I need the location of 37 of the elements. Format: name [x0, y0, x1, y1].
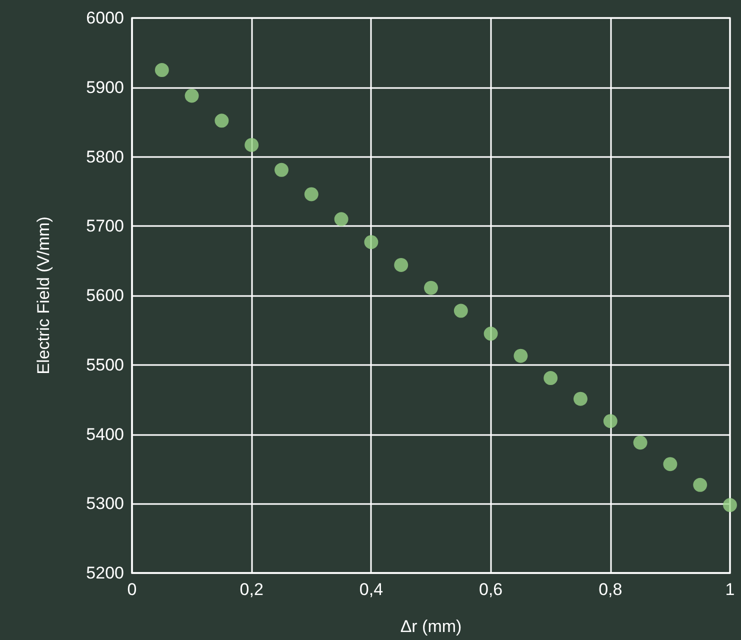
y-tick-label: 5200	[86, 564, 124, 582]
y-tick-label: 6000	[86, 8, 124, 28]
point	[514, 348, 528, 363]
y-tick-label: 5400	[86, 424, 124, 444]
x-tick-label: 0,6	[478, 580, 503, 599]
point	[244, 138, 259, 152]
point	[364, 235, 378, 250]
x-tick-label: 0,2	[240, 580, 264, 599]
point	[633, 436, 648, 450]
point	[184, 88, 199, 103]
point	[274, 162, 288, 177]
point	[663, 457, 678, 472]
point	[334, 212, 348, 226]
x-axis-title: Δr (mm)	[400, 617, 462, 636]
x-tick-label: 1	[725, 580, 735, 599]
point	[424, 280, 438, 295]
y-tick-label: 5600	[86, 286, 124, 305]
x-tick-label: 0	[127, 580, 137, 599]
point	[484, 326, 498, 341]
point	[574, 392, 588, 406]
point	[454, 304, 468, 318]
y-tick-label: 5800	[86, 147, 124, 166]
x-tick-label: 0,8	[598, 580, 622, 599]
point	[693, 478, 708, 492]
y-tick-label: 5300	[86, 494, 124, 514]
point	[214, 114, 229, 128]
y-tick-label: 5900	[86, 78, 124, 97]
point	[304, 187, 318, 202]
point	[603, 414, 618, 428]
point	[394, 258, 408, 272]
y-axis-title: Electric Field (V/mm)	[34, 216, 53, 374]
point	[154, 63, 169, 78]
y-tick-label: 5500	[86, 355, 124, 374]
x-tick-label: 0,4	[359, 580, 384, 599]
point	[544, 371, 558, 386]
point	[723, 498, 737, 512]
y-tick-label: 5700	[86, 216, 124, 236]
